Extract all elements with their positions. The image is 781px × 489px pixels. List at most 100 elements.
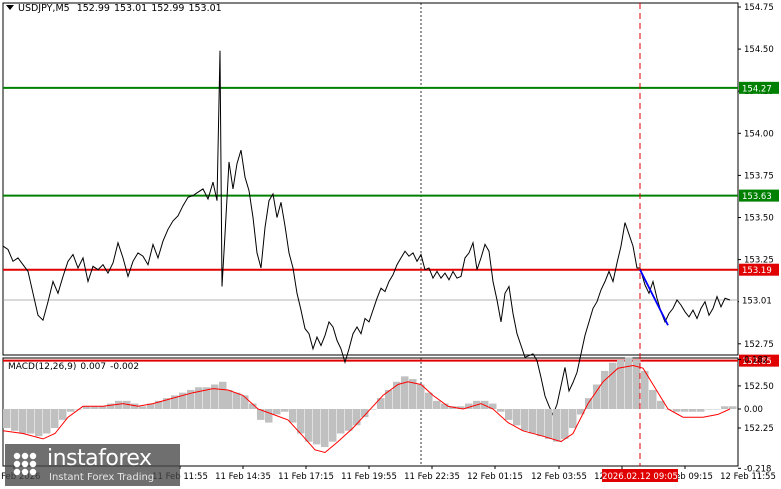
price-y-tick-label: 152.25 bbox=[744, 424, 774, 434]
level-tag-label: 153.19 bbox=[742, 266, 772, 276]
macd-histogram-bar bbox=[187, 389, 195, 409]
macd-histogram-bar bbox=[313, 409, 321, 445]
instaforex-logo-icon bbox=[13, 452, 37, 476]
macd-histogram-bar bbox=[361, 409, 369, 418]
x-axis-label: 11 Feb 17:15 bbox=[278, 472, 334, 482]
symbol-label: USDJPY,M5 bbox=[18, 3, 70, 14]
macd-histogram-bar bbox=[139, 406, 147, 409]
macd-histogram-bar bbox=[249, 403, 257, 409]
time-marker-label: 2026.02.12 09:05 bbox=[602, 472, 678, 482]
macd-histogram-bar bbox=[59, 409, 67, 420]
macd-histogram-bar bbox=[19, 409, 27, 434]
macd-histogram-bar bbox=[11, 409, 19, 431]
x-axis-label: 12 Feb 09:15 bbox=[657, 472, 713, 482]
x-axis-label: 12 Feb 03:55 bbox=[531, 472, 587, 482]
macd-histogram-bar bbox=[147, 403, 155, 409]
price-y-tick-label: 153.25 bbox=[744, 256, 774, 266]
macd-histogram-bar bbox=[203, 387, 211, 409]
macd-y-tick-label: -0.218 bbox=[744, 464, 771, 474]
macd-histogram-bar bbox=[99, 406, 107, 409]
macd-histogram-bar bbox=[233, 392, 241, 409]
macd-histogram-bar bbox=[537, 409, 545, 437]
macd-histogram-bar bbox=[425, 392, 433, 409]
macd-histogram-bar bbox=[35, 409, 43, 437]
logo-tagline: Instant Forex Trading bbox=[49, 472, 155, 483]
x-axis-label: 11 Feb 22:35 bbox=[404, 472, 460, 482]
macd-histogram-bar bbox=[401, 376, 409, 409]
macd-histogram-bar bbox=[273, 409, 281, 415]
x-axis-label: 12 Feb 01:15 bbox=[467, 472, 523, 482]
macd-histogram-bar bbox=[369, 409, 377, 410]
macd-histogram-bar bbox=[91, 406, 99, 409]
macd-histogram-bar bbox=[305, 409, 313, 442]
macd-histogram-bar bbox=[219, 381, 227, 409]
macd-histogram-bar bbox=[705, 409, 713, 410]
symbol-header: USDJPY,M5 152.99 153.01 152.99 153.01 bbox=[6, 3, 226, 14]
macd-histogram-bar bbox=[609, 362, 617, 409]
macd-histogram-bar bbox=[713, 409, 721, 410]
macd-main-value: 0.007 bbox=[80, 362, 107, 372]
logo-name: instaforex bbox=[47, 446, 152, 471]
instaforex-logo: instaforex Instant Forex Trading bbox=[5, 444, 180, 486]
current-price-tag bbox=[739, 294, 779, 307]
macd-histogram-bar bbox=[553, 409, 561, 442]
macd-histogram-bar bbox=[409, 379, 417, 409]
level-tag-red bbox=[739, 354, 779, 367]
dropdown-triangle-icon[interactable] bbox=[6, 5, 14, 10]
macd-histogram-bar bbox=[211, 384, 219, 409]
macd-histogram-bar bbox=[729, 406, 737, 409]
macd-histogram-bar bbox=[265, 409, 273, 423]
macd-histogram-bar bbox=[649, 389, 657, 409]
price-y-tick-label: 154.00 bbox=[744, 129, 774, 139]
macd-histogram-bar bbox=[51, 409, 59, 429]
trend-segment-line bbox=[639, 269, 669, 326]
macd-histogram-bar bbox=[179, 392, 187, 409]
macd-histogram-bar bbox=[321, 409, 329, 448]
macd-histogram-bar bbox=[225, 389, 233, 409]
macd-histogram-bar bbox=[457, 406, 465, 409]
macd-histogram-bar bbox=[617, 360, 625, 409]
macd-label: MACD(12,26,9) bbox=[8, 362, 77, 372]
macd-histogram-bar bbox=[83, 406, 91, 409]
macd-histogram-bar bbox=[585, 398, 593, 409]
x-axis-label: 12 Feb 11:55 bbox=[720, 472, 776, 482]
macd-signal-line bbox=[2, 364, 731, 454]
macd-histogram-bar bbox=[417, 384, 425, 409]
time-marker-tag bbox=[602, 469, 678, 482]
close-value: 153.01 bbox=[188, 3, 222, 14]
macd-histogram-bar bbox=[593, 384, 601, 409]
macd-histogram-bar bbox=[633, 360, 641, 409]
macd-histogram-bar bbox=[625, 357, 633, 409]
level-tag-label: 153.63 bbox=[742, 192, 772, 202]
macd-histogram-bar bbox=[577, 409, 585, 415]
macd-histogram-bar bbox=[171, 395, 179, 409]
price-series-line bbox=[2, 50, 731, 416]
macd-histogram-bar bbox=[345, 409, 353, 431]
macd-histogram-bar bbox=[673, 409, 681, 412]
macd-histogram-bar bbox=[289, 409, 297, 423]
macd-y-tick-label: 0.182 bbox=[744, 355, 768, 365]
open-value: 152.99 bbox=[76, 3, 110, 14]
macd-histogram-bar bbox=[697, 409, 705, 412]
macd-histogram-bar bbox=[689, 409, 697, 412]
high-value: 153.01 bbox=[113, 3, 148, 14]
low-value: 152.99 bbox=[151, 3, 185, 14]
macd-histogram-bar bbox=[353, 409, 361, 426]
current-price-label: 153.01 bbox=[742, 297, 772, 307]
x-axis-label: 11 Feb 14:35 bbox=[215, 472, 271, 482]
price-y-tick-label: 152.50 bbox=[744, 382, 774, 392]
macd-histogram-bar bbox=[377, 398, 385, 409]
macd-histogram-bar bbox=[569, 409, 577, 429]
macd-histogram-bar bbox=[107, 403, 115, 409]
macd-histogram-bar bbox=[337, 409, 345, 434]
macd-y-tick-label: 0.00 bbox=[744, 405, 763, 415]
level-tag-red bbox=[739, 263, 779, 276]
price-y-tick-label: 154.75 bbox=[744, 3, 774, 13]
macd-histogram-bar bbox=[441, 403, 449, 409]
x-axis-label: 11 Feb 11:55 bbox=[152, 472, 208, 482]
macd-histogram-bar bbox=[529, 409, 537, 434]
macd-histogram-bar bbox=[297, 409, 305, 434]
macd-signal-value: -0.002 bbox=[110, 362, 140, 372]
macd-histogram-bar bbox=[601, 370, 609, 409]
